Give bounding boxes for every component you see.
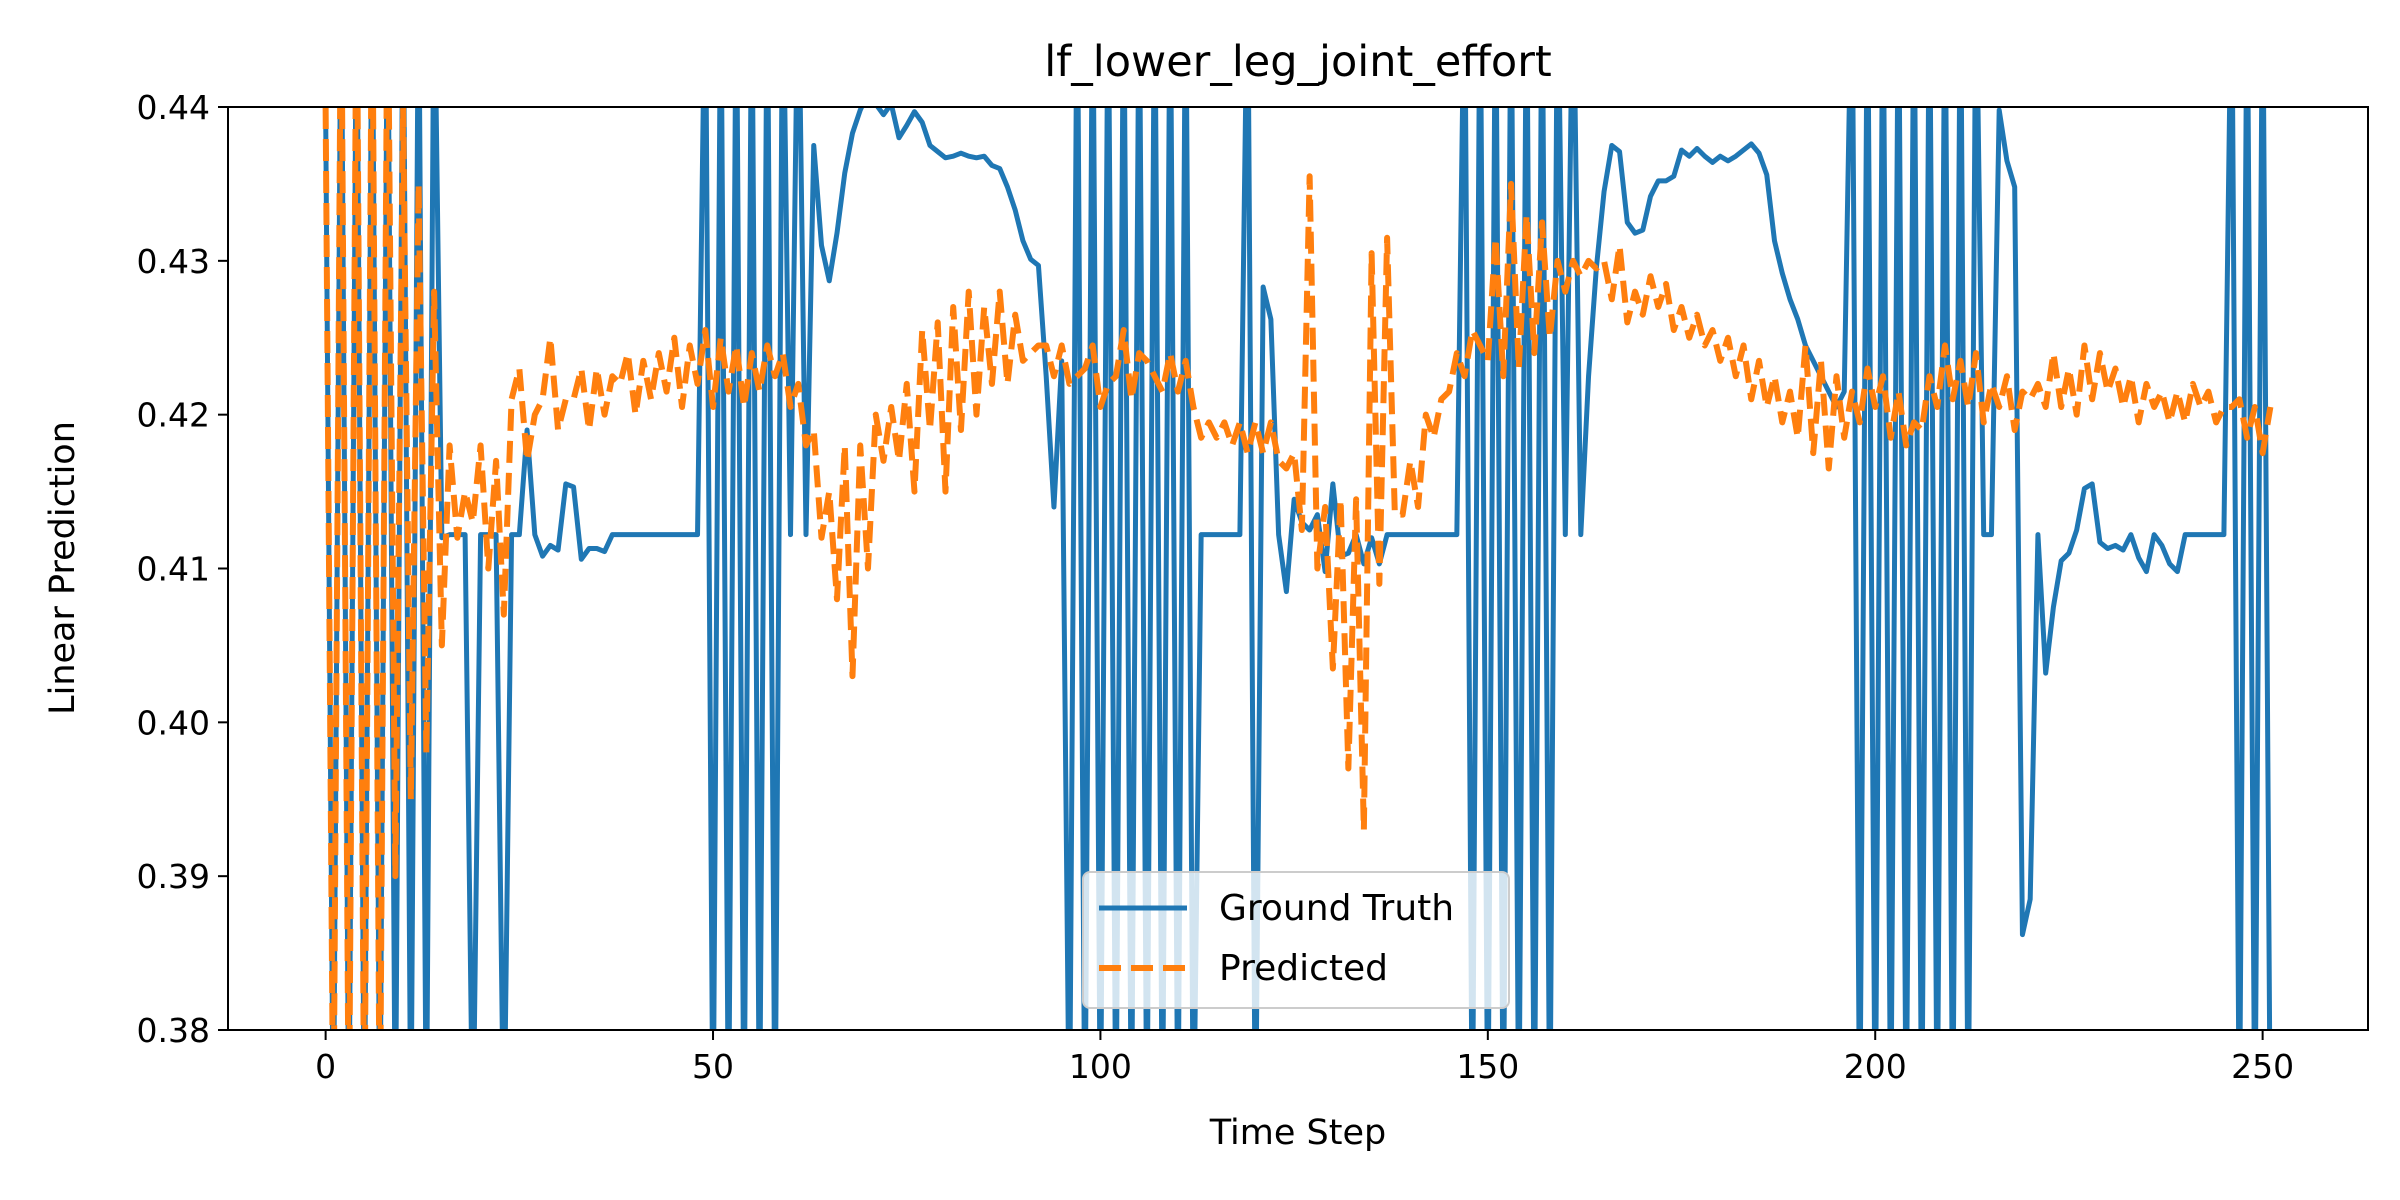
legend-label-ground-truth: Ground Truth [1219,888,1454,929]
x-tick-label: 150 [1456,1047,1519,1086]
y-tick-label: 0.38 [137,1011,210,1050]
x-tick-label: 100 [1069,1047,1132,1086]
x-tick-label: 0 [315,1047,336,1086]
x-axis: 0 50 100 150 200 250 [315,1030,2294,1086]
y-tick-label: 0.41 [137,550,210,589]
legend-label-predicted: Predicted [1219,948,1388,989]
chart-title: lf_lower_leg_joint_effort [1044,37,1552,87]
x-axis-label: Time Step [1209,1113,1386,1153]
y-tick-label: 0.42 [137,396,210,435]
series-layer [322,107,2274,1030]
y-axis: 0.38 0.39 0.40 0.41 0.42 0.43 0.44 [137,88,228,1050]
x-tick-label: 200 [1844,1047,1907,1086]
y-tick-label: 0.40 [137,703,210,742]
series-line-predicted [322,107,2274,1030]
x-tick-label: 250 [2231,1047,2294,1086]
legend: Ground Truth Predicted [1082,871,1510,1009]
y-tick-label: 0.44 [137,88,210,127]
y-axis-label: Linear Prediction [43,421,83,715]
y-tick-label: 0.39 [137,857,210,896]
legend-box [1082,871,1510,1009]
x-tick-label: 50 [692,1047,734,1086]
y-tick-label: 0.43 [137,242,210,281]
